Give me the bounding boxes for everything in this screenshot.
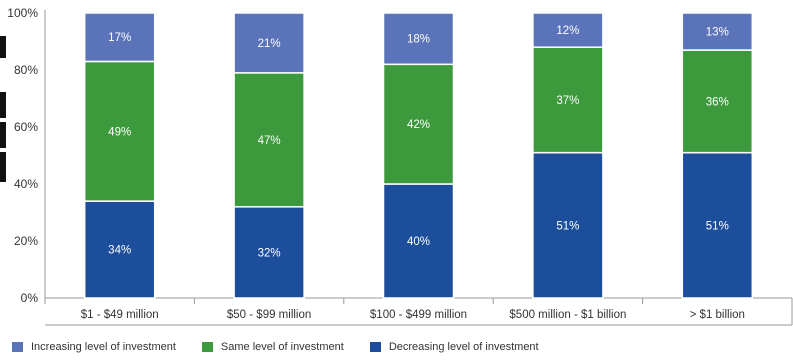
legend-label-increasing: Increasing level of investment bbox=[31, 341, 176, 353]
x-tick-label: $100 - $499 million bbox=[370, 309, 467, 321]
data-label: 21% bbox=[258, 38, 281, 50]
y-tick-label: 60% bbox=[14, 120, 38, 134]
bar-segment bbox=[83, 60, 156, 202]
legend-item-increasing: Increasing level of investment bbox=[12, 341, 176, 353]
data-label: 42% bbox=[407, 119, 430, 131]
x-tick-label: $50 - $99 million bbox=[227, 309, 311, 321]
data-label: 51% bbox=[706, 220, 729, 232]
bar-segment bbox=[532, 12, 604, 48]
side-marker bbox=[0, 122, 6, 148]
side-marker bbox=[0, 36, 6, 58]
bar-segment bbox=[532, 46, 604, 154]
data-label: 34% bbox=[108, 245, 131, 257]
y-tick-label: 40% bbox=[14, 177, 38, 191]
data-label: 47% bbox=[258, 135, 281, 147]
data-label: 36% bbox=[706, 96, 729, 108]
legend-item-decreasing: Decreasing level of investment bbox=[369, 341, 539, 353]
data-label: 32% bbox=[258, 247, 281, 259]
bar-segment bbox=[83, 12, 156, 63]
bar-segment bbox=[382, 183, 455, 299]
data-label: 37% bbox=[556, 95, 579, 107]
x-tick-label: > $1 billion bbox=[690, 309, 745, 321]
legend-swatch-same bbox=[201, 342, 213, 352]
data-label: 13% bbox=[706, 27, 729, 39]
bar-segment bbox=[233, 12, 305, 74]
legend-swatch-decreasing bbox=[369, 342, 381, 352]
bar-segment bbox=[681, 12, 754, 51]
legend-swatch-increasing bbox=[12, 342, 23, 352]
x-tick-label: $500 million - $1 billion bbox=[509, 309, 626, 321]
bar-segment bbox=[382, 12, 455, 66]
data-label: 18% bbox=[407, 34, 430, 46]
data-label: 17% bbox=[108, 32, 131, 44]
data-label: 12% bbox=[556, 25, 579, 37]
data-label: 40% bbox=[407, 236, 430, 248]
side-marker bbox=[0, 92, 6, 118]
legend-label-decreasing: Decreasing level of investment bbox=[388, 341, 539, 353]
bar-segment bbox=[233, 72, 305, 208]
y-tick-label: 100% bbox=[7, 6, 38, 20]
y-tick-label: 0% bbox=[21, 291, 39, 305]
legend-item-same: Same level of investment bbox=[201, 341, 344, 353]
y-tick-label: 20% bbox=[14, 234, 38, 248]
side-marker bbox=[0, 152, 6, 182]
x-tick-label: $1 - $49 million bbox=[81, 309, 159, 321]
bar-segment bbox=[233, 206, 305, 299]
legend-label-same: Same level of investment bbox=[220, 341, 344, 353]
chart-legend: Increasing level of investment Same leve… bbox=[12, 341, 565, 353]
data-label: 51% bbox=[556, 220, 579, 232]
data-label: 49% bbox=[108, 126, 131, 138]
bar-segment bbox=[681, 151, 754, 299]
bar-segment bbox=[382, 63, 455, 185]
y-tick-label: 80% bbox=[14, 63, 38, 77]
bar-segment bbox=[532, 151, 604, 299]
